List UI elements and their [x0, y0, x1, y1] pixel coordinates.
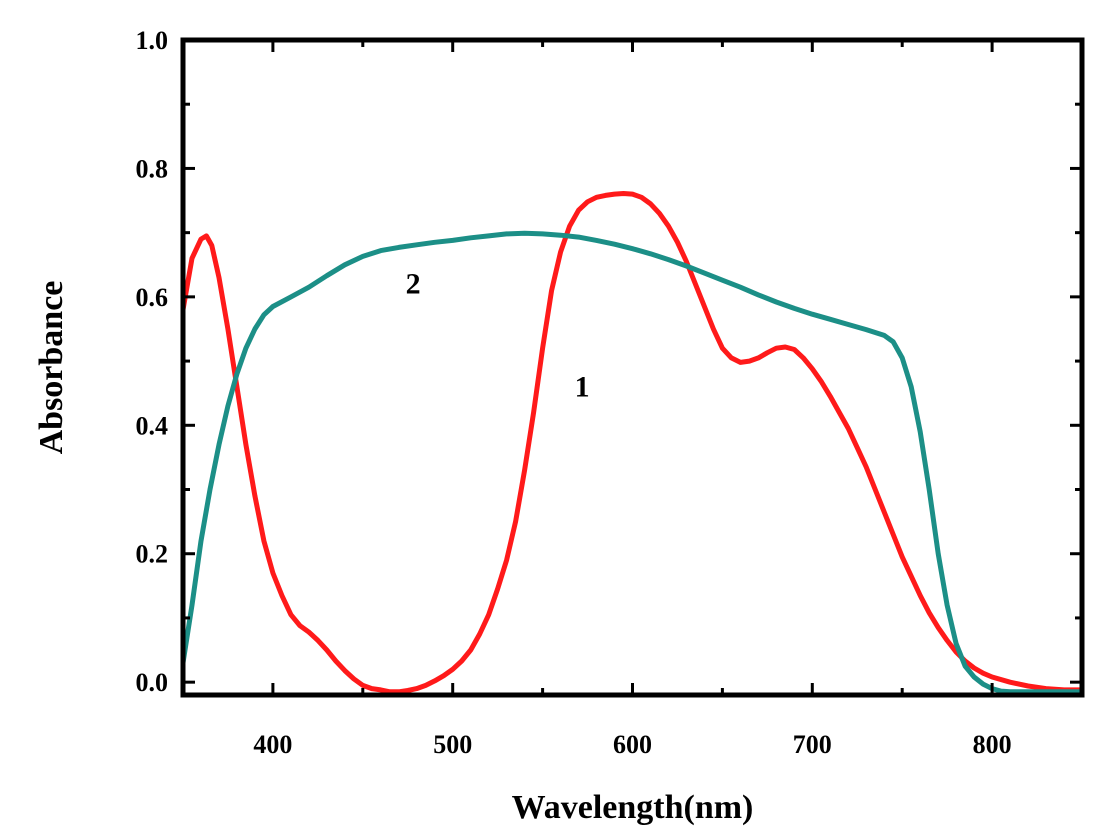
curves-layer — [180, 191, 1085, 695]
x-tick-label-800: 800 — [973, 730, 1012, 759]
x-tick-label-600: 600 — [613, 730, 652, 759]
x-tick-label-700: 700 — [793, 730, 832, 759]
y-tick-label-1.0: 1.0 — [136, 26, 169, 55]
x-tick-label-400: 400 — [253, 730, 292, 759]
y-tick-label-0.8: 0.8 — [136, 154, 169, 183]
ticks-layer — [181, 38, 1084, 695]
tick-labels-layer: 400 500 600 700 800 0.0 0.2 0.4 0.6 0.8 1.0 — [136, 26, 1012, 759]
y-tick-label-0.6: 0.6 — [136, 283, 169, 312]
x-axis-title: Wavelength(nm) — [512, 789, 754, 826]
y-axis-title: Absorbance — [33, 281, 70, 455]
y-tick-label-0.4: 0.4 — [136, 411, 169, 440]
series-1-line — [180, 191, 1085, 695]
annotations-layer: 21 — [406, 268, 590, 404]
y-tick-label-0.0: 0.0 — [136, 668, 169, 697]
x-tick-label-500: 500 — [433, 730, 472, 759]
series-2-line — [180, 230, 1085, 695]
y-tick-label-0.2: 0.2 — [136, 540, 169, 569]
curve-label-2: 2 — [406, 268, 421, 301]
curve-label-1: 1 — [575, 370, 590, 403]
